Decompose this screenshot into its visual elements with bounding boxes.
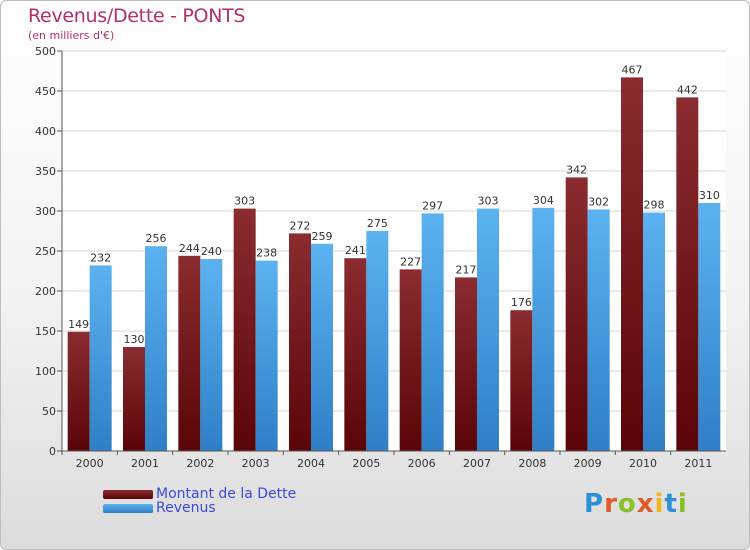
bar-dette — [67, 331, 90, 451]
bar-dette — [289, 233, 311, 451]
x-tick-label: 2010 — [629, 457, 657, 470]
chart-title: Revenus/Dette - PONTS — [28, 5, 246, 27]
x-tick-label: 2001 — [131, 457, 159, 470]
x-tick-label: 2006 — [408, 457, 436, 470]
value-label-dette: 241 — [345, 244, 366, 257]
value-label-revenus: 302 — [588, 195, 609, 208]
y-tick-label: 0 — [49, 445, 56, 458]
value-label-revenus: 303 — [478, 195, 499, 208]
bar-dette — [344, 258, 367, 451]
bar-dette — [233, 208, 256, 451]
x-tick-label: 2002 — [186, 457, 214, 470]
bar-dette — [510, 310, 533, 451]
legend-swatch-revenus — [103, 504, 153, 513]
bar-revenus — [477, 208, 499, 451]
logo-letter: r — [604, 489, 618, 519]
bar-dette — [676, 97, 699, 452]
value-label-dette: 244 — [179, 242, 200, 255]
bar-revenus — [698, 203, 721, 451]
y-tick-label: 400 — [35, 125, 56, 138]
bar-revenus — [421, 213, 444, 451]
logo-letter: x — [636, 489, 655, 519]
y-tick-label: 350 — [35, 165, 56, 178]
value-label-revenus: 310 — [699, 189, 720, 202]
value-label-dette: 130 — [124, 333, 145, 346]
y-tick-label: 100 — [35, 365, 56, 378]
bar-dette — [621, 77, 643, 452]
logo-letter: i — [654, 489, 665, 519]
legend-label-revenus: Revenus — [156, 500, 216, 516]
bar-revenus — [200, 259, 223, 451]
value-label-revenus: 298 — [644, 199, 665, 212]
legend-label-dette: Montant de la Dette — [156, 486, 297, 502]
y-tick-label: 300 — [35, 205, 56, 218]
bar-revenus — [255, 260, 278, 451]
value-label-dette: 272 — [290, 219, 311, 232]
bar-revenus — [587, 209, 610, 451]
value-label-revenus: 232 — [90, 251, 111, 264]
proxiti-logo: Proxiti — [584, 489, 688, 519]
logo-letter: P — [584, 489, 605, 519]
x-tick-label: 2007 — [463, 457, 491, 470]
bar-dette — [178, 255, 201, 451]
value-label-dette: 176 — [511, 296, 532, 309]
value-label-revenus: 238 — [256, 247, 277, 260]
bar-revenus — [89, 265, 112, 451]
value-label-revenus: 304 — [533, 194, 554, 207]
x-tick-label: 2005 — [352, 457, 380, 470]
y-tick-label: 50 — [42, 405, 56, 418]
value-label-dette: 227 — [400, 255, 421, 268]
value-label-revenus: 297 — [422, 199, 443, 212]
value-label-dette: 217 — [456, 263, 477, 276]
y-tick-label: 250 — [35, 245, 56, 258]
y-tick-label: 450 — [35, 85, 56, 98]
legend-swatch-dette — [103, 490, 153, 499]
x-tick-label: 2008 — [518, 457, 546, 470]
x-tick-label: 2004 — [297, 457, 325, 470]
bar-revenus — [366, 231, 389, 451]
value-label-revenus: 259 — [312, 230, 333, 243]
value-label-dette: 149 — [68, 318, 89, 331]
value-label-revenus: 275 — [367, 217, 388, 230]
bar-revenus — [311, 243, 333, 451]
bar-revenus — [145, 246, 167, 451]
logo-letter: t — [664, 489, 678, 519]
bar-dette — [123, 347, 145, 451]
x-tick-label: 2003 — [242, 457, 270, 470]
logo-letter: i — [677, 489, 688, 519]
bar-dette — [455, 277, 477, 451]
value-label-dette: 303 — [234, 195, 255, 208]
y-tick-label: 150 — [35, 325, 56, 338]
value-label-dette: 467 — [622, 63, 643, 76]
y-tick-label: 500 — [35, 45, 56, 58]
logo-letter: o — [617, 489, 637, 519]
value-label-revenus: 256 — [146, 232, 167, 245]
bar-dette — [399, 269, 422, 451]
y-tick-label: 200 — [35, 285, 56, 298]
bar-dette — [565, 177, 588, 451]
x-tick-label: 2011 — [684, 457, 712, 470]
chart-subtitle: (en milliers d'€) — [28, 29, 115, 42]
x-tick-label: 2009 — [574, 457, 602, 470]
bar-revenus — [643, 212, 665, 451]
value-label-dette: 342 — [566, 163, 587, 176]
value-label-dette: 442 — [677, 83, 698, 96]
x-tick-label: 2000 — [76, 457, 104, 470]
value-label-revenus: 240 — [201, 245, 222, 258]
bar-revenus — [532, 207, 555, 451]
